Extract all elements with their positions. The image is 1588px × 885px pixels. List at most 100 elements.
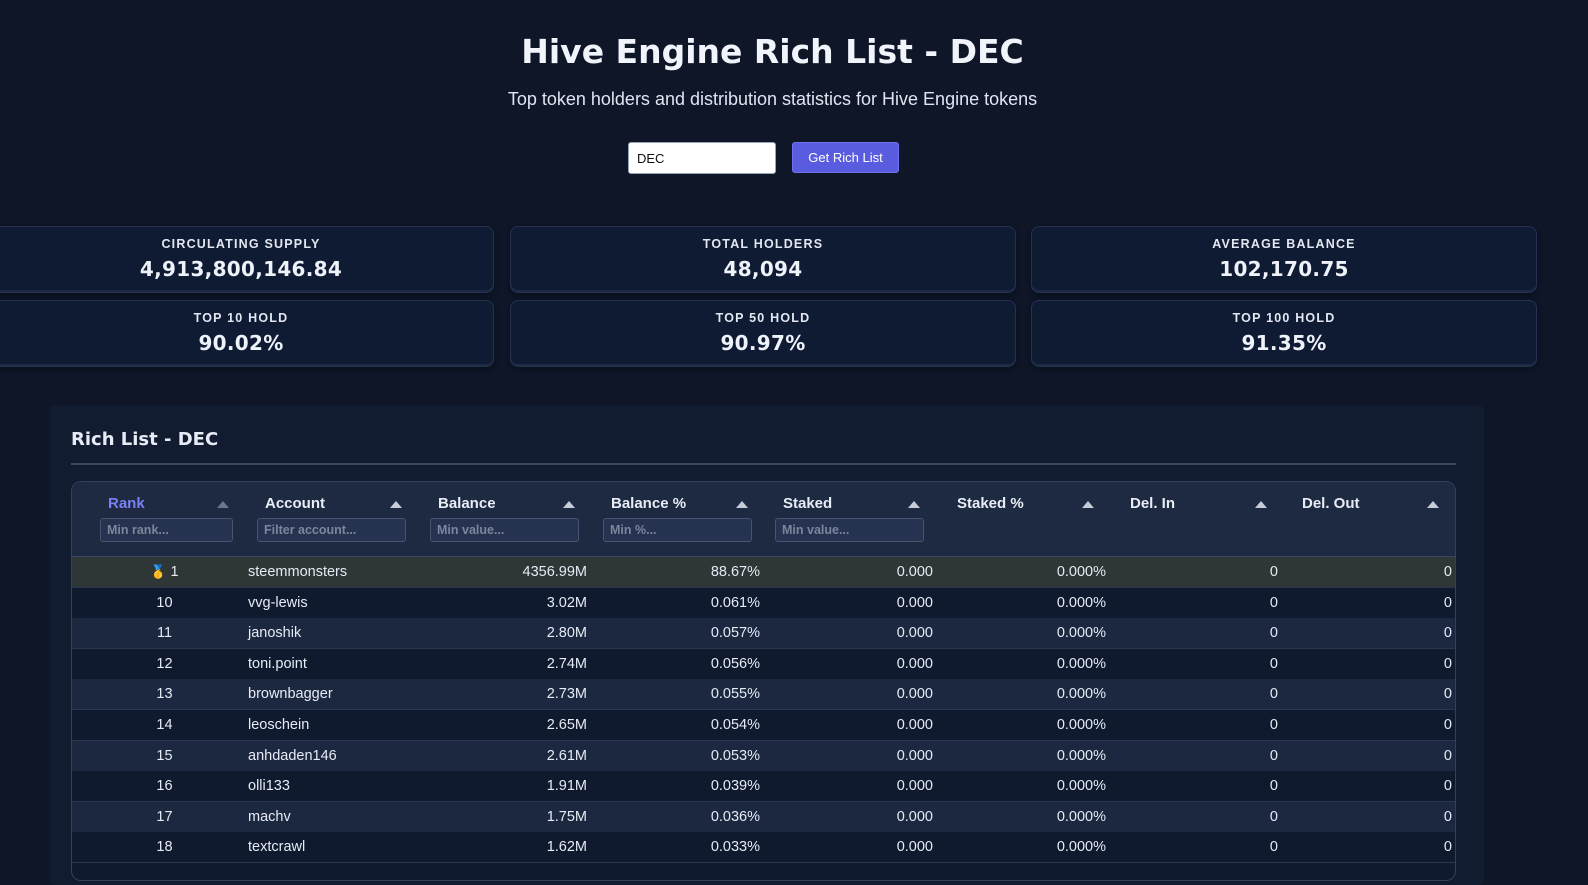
get-rich-list-button[interactable]: Get Rich List [792, 142, 899, 173]
balance-pct-filter-input[interactable] [603, 518, 752, 542]
column-label[interactable]: Account [265, 495, 325, 512]
sort-arrow-icon[interactable] [1082, 501, 1094, 508]
table-row[interactable]: 16 olli133 1.91M 0.039% 0.000 0.000% 0 0 [72, 771, 1455, 803]
column-header-staked-pct[interactable]: Staked % [949, 482, 1098, 557]
del-out-cell: 0 [1443, 747, 1452, 764]
column-label[interactable]: Del. Out [1302, 495, 1360, 512]
balance-cell: 2.65M [546, 717, 587, 733]
balance-pct-cell: 0.056% [710, 655, 760, 672]
stat-value: 90.97% [720, 331, 806, 355]
stat-card-top-50-hold: TOP 50 HOLD 90.97% [510, 300, 1016, 367]
account-filter-input[interactable] [257, 518, 406, 542]
page-subtitle: Top token holders and distribution stati… [507, 89, 1038, 109]
rank-value: 18 [156, 839, 173, 856]
column-header-del-in[interactable]: Del. In [1122, 482, 1271, 557]
balance-cell: 1.62M [546, 839, 587, 856]
column-header-account[interactable]: Account [257, 482, 406, 557]
rank-value: 12 [156, 655, 173, 672]
sort-arrow-icon[interactable] [908, 501, 920, 508]
rank-cell: 10 [102, 595, 227, 611]
column-label[interactable]: Balance [438, 495, 496, 512]
del-out-cell: 0 [1443, 655, 1452, 672]
table-row[interactable]: 18 textcrawl 1.62M 0.033% 0.000 0.000% 0 0 [72, 832, 1455, 864]
del-out-cell: 0 [1443, 625, 1452, 642]
divider [71, 463, 1456, 465]
stat-value: 48,094 [723, 257, 803, 281]
stat-label: TOTAL HOLDERS [702, 237, 824, 251]
column-header-staked[interactable]: Staked [775, 482, 924, 557]
account-cell[interactable]: toni.point [248, 655, 307, 672]
rank-value: 11 [156, 625, 173, 642]
stat-card-top-10-hold: TOP 10 HOLD 90.02% [0, 300, 494, 367]
column-header-balance-pct[interactable]: Balance % [603, 482, 752, 557]
table-row[interactable]: 12 toni.point 2.74M 0.056% 0.000 0.000% 0 0 [72, 648, 1455, 680]
rank-cell: 16 [102, 778, 227, 794]
staked-pct-cell: 0.000% [1056, 778, 1106, 795]
table-row[interactable]: 14 leoschein 2.65M 0.054% 0.000 0.000% 0 0 [72, 710, 1455, 741]
stat-label: CIRCULATING SUPPLY [161, 237, 321, 251]
table-row[interactable]: 17 machv 1.75M 0.036% 0.000 0.000% 0 0 [72, 801, 1455, 833]
rank-value: 13 [156, 686, 173, 703]
staked-cell: 0.000 [896, 717, 933, 733]
column-header-rank[interactable]: Rank [100, 482, 233, 557]
rank-cell: 13 [102, 686, 227, 702]
sort-arrow-icon[interactable] [217, 501, 229, 508]
token-input[interactable] [628, 142, 776, 174]
rank-value: 1 [170, 564, 179, 580]
staked-cell: 0.000 [896, 564, 933, 580]
del-out-cell: 0 [1443, 808, 1452, 825]
staked-cell: 0.000 [896, 686, 933, 703]
account-cell[interactable]: textcrawl [248, 839, 306, 856]
balance-pct-cell: 0.033% [710, 839, 760, 856]
balance-pct-cell: 0.061% [710, 594, 760, 611]
account-cell[interactable]: anhdaden146 [248, 747, 337, 764]
account-cell[interactable]: olli133 [248, 778, 290, 795]
rank-value: 10 [156, 594, 173, 611]
rank-cell: 18 [102, 839, 227, 855]
del-out-cell: 0 [1443, 778, 1452, 795]
table-row[interactable]: 13 brownbagger 2.73M 0.055% 0.000 0.000% 0 0 [72, 679, 1455, 711]
staked-pct-cell: 0.000% [1056, 564, 1106, 580]
stat-label: TOP 50 HOLD [715, 311, 811, 325]
balance-cell: 3.02M [546, 594, 587, 611]
table-row[interactable]: 11 janoshik 2.80M 0.057% 0.000 0.000% 0 0 [72, 618, 1455, 650]
del-in-cell: 0 [1269, 594, 1278, 611]
staked-pct-cell: 0.000% [1056, 839, 1106, 856]
sort-arrow-icon[interactable] [736, 501, 748, 508]
account-cell[interactable]: janoshik [248, 625, 302, 642]
sort-arrow-icon[interactable] [563, 501, 575, 508]
staked-pct-cell: 0.000% [1056, 594, 1106, 611]
sort-arrow-icon[interactable] [1427, 501, 1439, 508]
stat-value: 91.35% [1241, 331, 1327, 355]
balance-cell: 2.80M [546, 625, 587, 642]
rank-value: 14 [156, 717, 173, 733]
table-row[interactable]: 10 vvg-lewis 3.02M 0.061% 0.000 0.000% 0 0 [72, 587, 1455, 619]
staked-pct-cell: 0.000% [1056, 686, 1106, 703]
account-cell[interactable]: vvg-lewis [248, 594, 308, 611]
rank-value: 16 [156, 778, 173, 795]
staked-filter-input[interactable] [775, 518, 924, 542]
del-in-cell: 0 [1269, 625, 1278, 642]
column-label[interactable]: Staked % [957, 495, 1024, 512]
account-cell[interactable]: steemmonsters [248, 564, 348, 580]
balance-cell: 4356.99M [522, 564, 588, 580]
account-cell[interactable]: machv [248, 808, 291, 825]
rank-filter-input[interactable] [100, 518, 233, 542]
del-in-cell: 0 [1269, 747, 1278, 764]
stat-label: AVERAGE BALANCE [1212, 237, 1356, 251]
account-cell[interactable]: brownbagger [248, 686, 333, 703]
table-row[interactable]: 15 anhdaden146 2.61M 0.053% 0.000 0.000% 0 0 [72, 740, 1455, 772]
column-label[interactable]: Rank [108, 495, 145, 512]
column-label[interactable]: Del. In [1130, 495, 1176, 512]
rank-cell: 11 [102, 625, 227, 641]
balance-filter-input[interactable] [430, 518, 579, 542]
table-row[interactable]: 🥇 1 steemmonsters 4356.99M 88.67% 0.000 0.000%… [72, 557, 1455, 588]
column-label[interactable]: Balance % [611, 495, 687, 512]
sort-arrow-icon[interactable] [390, 501, 402, 508]
sort-arrow-icon[interactable] [1255, 501, 1267, 508]
column-label[interactable]: Staked [783, 495, 833, 512]
column-header-balance[interactable]: Balance [430, 482, 579, 557]
account-cell[interactable]: leoschein [248, 717, 310, 733]
column-header-del-out[interactable]: Del. Out [1294, 482, 1443, 557]
staked-pct-cell: 0.000% [1056, 747, 1106, 764]
